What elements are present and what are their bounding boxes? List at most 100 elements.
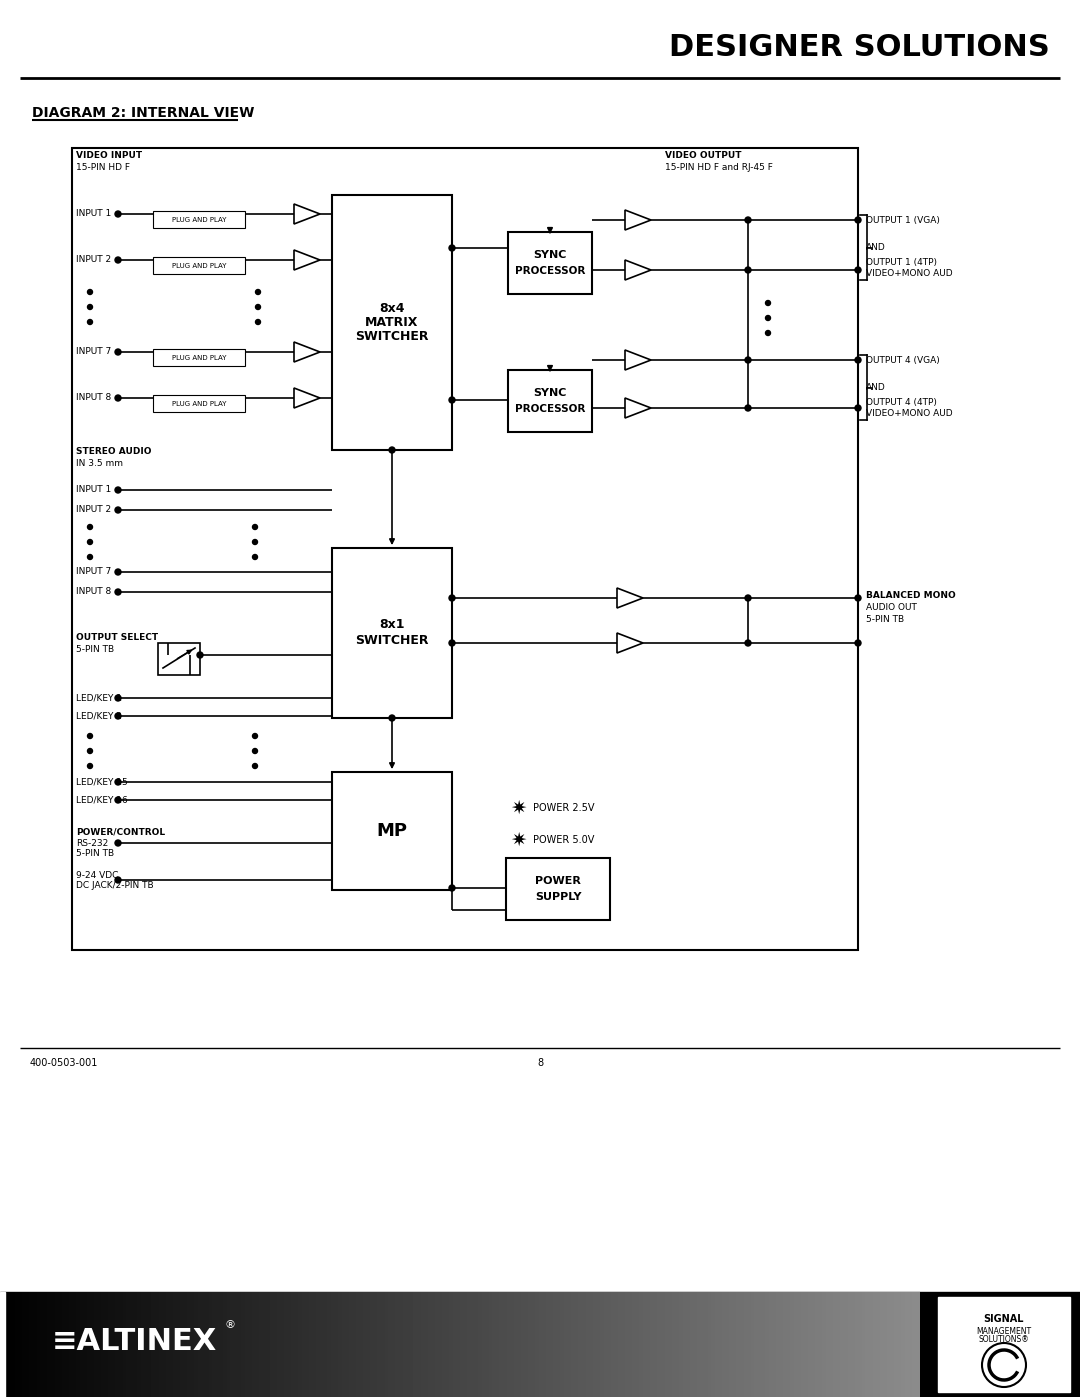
Circle shape xyxy=(256,305,260,310)
Circle shape xyxy=(114,712,121,719)
Circle shape xyxy=(449,397,455,402)
Circle shape xyxy=(449,886,455,891)
Circle shape xyxy=(253,555,257,560)
Circle shape xyxy=(253,539,257,545)
Circle shape xyxy=(114,840,121,847)
Text: DIAGRAM 2: INTERNAL VIEW: DIAGRAM 2: INTERNAL VIEW xyxy=(32,106,255,120)
Circle shape xyxy=(114,798,121,803)
Text: MATRIX: MATRIX xyxy=(365,316,419,330)
Text: INPUT 1: INPUT 1 xyxy=(76,486,111,495)
Circle shape xyxy=(253,524,257,529)
Text: PLUG AND PLAY: PLUG AND PLAY xyxy=(172,217,226,224)
Circle shape xyxy=(745,640,751,645)
Circle shape xyxy=(87,524,93,529)
Text: PLUG AND PLAY: PLUG AND PLAY xyxy=(172,401,226,407)
Bar xyxy=(332,196,453,450)
Circle shape xyxy=(253,749,257,753)
Text: PLUG AND PLAY: PLUG AND PLAY xyxy=(172,355,226,360)
Circle shape xyxy=(253,733,257,739)
Text: 8x4: 8x4 xyxy=(379,302,405,314)
Text: SWITCHER: SWITCHER xyxy=(355,634,429,647)
Circle shape xyxy=(197,652,203,658)
Text: RS-232: RS-232 xyxy=(76,838,108,848)
Text: INPUT 7: INPUT 7 xyxy=(76,567,111,577)
Bar xyxy=(0,1292,5,1397)
Text: INPUT 2: INPUT 2 xyxy=(76,256,111,264)
Circle shape xyxy=(87,733,93,739)
Bar xyxy=(507,858,610,921)
Text: Tel: 714-990-2300 • Toll-Free: 1-800-ALTINEX • FAX: 714-990-3303 • E-mail: solut: Tel: 714-990-2300 • Toll-Free: 1-800-ALT… xyxy=(246,1370,834,1379)
Text: INPUT 8: INPUT 8 xyxy=(76,394,111,402)
Circle shape xyxy=(745,405,751,411)
Circle shape xyxy=(114,694,121,701)
Circle shape xyxy=(855,358,861,363)
Circle shape xyxy=(114,349,121,355)
Bar xyxy=(508,232,592,293)
Text: 8x1: 8x1 xyxy=(379,619,405,631)
Text: SIGNAL: SIGNAL xyxy=(984,1315,1024,1324)
Text: PROCESSOR: PROCESSOR xyxy=(515,404,585,414)
Circle shape xyxy=(389,447,395,453)
Text: VIDEO+MONO AUD: VIDEO+MONO AUD xyxy=(866,408,953,418)
Circle shape xyxy=(745,217,751,224)
Circle shape xyxy=(449,244,455,251)
Text: BALANCED MONO: BALANCED MONO xyxy=(866,591,956,599)
Text: VIDEO INPUT: VIDEO INPUT xyxy=(76,151,143,161)
Circle shape xyxy=(114,569,121,576)
Text: STEREO AUDIO: STEREO AUDIO xyxy=(76,447,151,457)
Bar xyxy=(153,211,245,228)
Text: SOLUTIONS®: SOLUTIONS® xyxy=(978,1336,1029,1344)
Bar xyxy=(153,257,245,274)
Circle shape xyxy=(87,289,93,295)
Text: SYNC: SYNC xyxy=(534,388,567,398)
Circle shape xyxy=(114,211,121,217)
Circle shape xyxy=(855,640,861,645)
Bar xyxy=(332,548,453,718)
Bar xyxy=(939,1296,1070,1391)
Text: OUTPUT 4 (VGA): OUTPUT 4 (VGA) xyxy=(866,355,940,365)
Bar xyxy=(508,370,592,432)
Circle shape xyxy=(87,320,93,324)
Text: 9-24 VDC: 9-24 VDC xyxy=(76,870,119,880)
Circle shape xyxy=(87,539,93,545)
Text: POWER: POWER xyxy=(535,876,581,886)
Circle shape xyxy=(855,217,861,224)
Circle shape xyxy=(745,267,751,272)
Bar xyxy=(158,643,200,675)
Bar xyxy=(0,1292,1080,1397)
Circle shape xyxy=(114,507,121,513)
Text: AND: AND xyxy=(866,243,886,253)
Text: DESIGNER SOLUTIONS: DESIGNER SOLUTIONS xyxy=(670,34,1050,63)
Text: LED/KEY 15: LED/KEY 15 xyxy=(76,778,127,787)
Circle shape xyxy=(114,590,121,595)
Circle shape xyxy=(855,595,861,601)
Text: ®: ® xyxy=(225,1320,237,1330)
Circle shape xyxy=(87,749,93,753)
Circle shape xyxy=(114,395,121,401)
Text: VIDEO+MONO AUD: VIDEO+MONO AUD xyxy=(866,268,953,278)
Text: POWER 2.5V: POWER 2.5V xyxy=(534,803,594,813)
Text: 5-PIN TB: 5-PIN TB xyxy=(76,849,114,859)
Text: ✷: ✷ xyxy=(510,830,526,849)
Text: SUPPLY: SUPPLY xyxy=(535,893,581,902)
Text: MANAGEMENT: MANAGEMENT xyxy=(976,1327,1031,1336)
Circle shape xyxy=(449,595,455,601)
Circle shape xyxy=(982,1343,1026,1387)
Bar xyxy=(153,395,245,412)
Text: AND: AND xyxy=(866,384,886,393)
Circle shape xyxy=(745,358,751,363)
Text: 15-PIN HD F and RJ-45 F: 15-PIN HD F and RJ-45 F xyxy=(665,162,773,172)
Text: OUTPUT SELECT: OUTPUT SELECT xyxy=(76,633,158,643)
Circle shape xyxy=(114,488,121,493)
Text: INPUT 1: INPUT 1 xyxy=(76,210,111,218)
Circle shape xyxy=(389,715,395,721)
Text: LED/KEY 2: LED/KEY 2 xyxy=(76,711,122,721)
Circle shape xyxy=(766,316,770,320)
Text: AUDIO OUT: AUDIO OUT xyxy=(866,602,917,612)
Text: OUTPUT 4 (4TP): OUTPUT 4 (4TP) xyxy=(866,398,936,407)
Circle shape xyxy=(766,300,770,306)
Circle shape xyxy=(855,267,861,272)
Circle shape xyxy=(449,640,455,645)
Text: SWITCHER: SWITCHER xyxy=(355,330,429,344)
Text: PLUG AND PLAY: PLUG AND PLAY xyxy=(172,263,226,270)
